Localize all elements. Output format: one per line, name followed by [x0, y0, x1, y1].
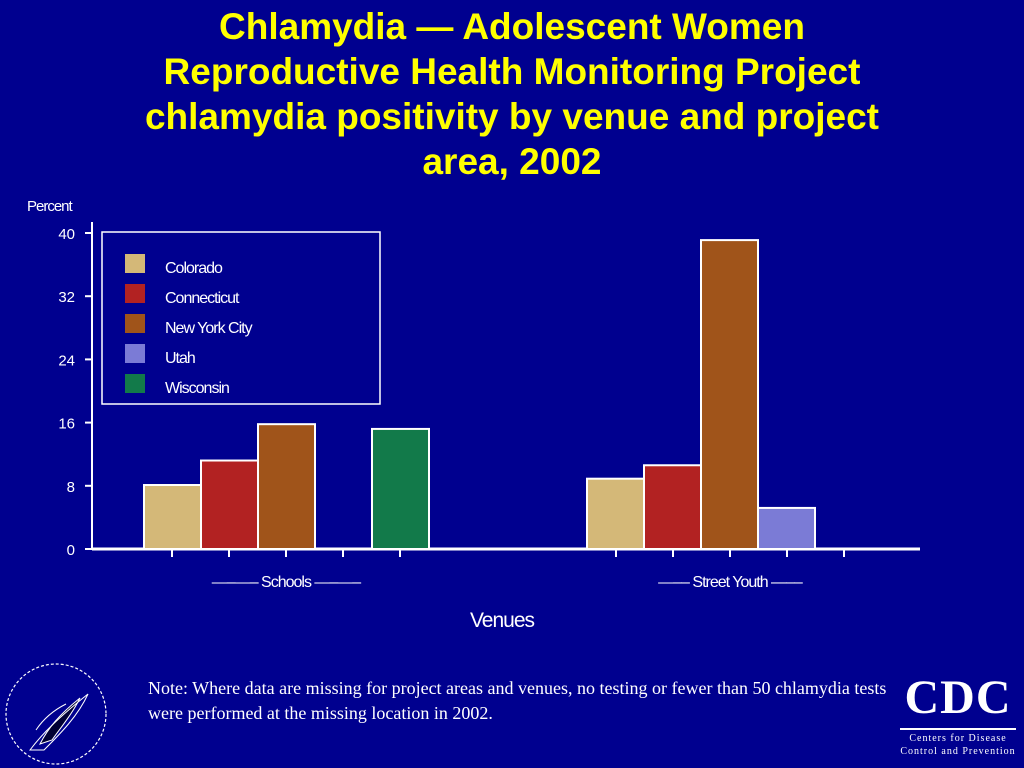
bar-wisconsin-schools — [371, 427, 430, 551]
bar-colorado-schools — [143, 484, 202, 551]
title-line-1: Chlamydia — Adolescent Women — [219, 6, 805, 47]
legend-label: Colorado — [165, 260, 223, 277]
title-line-3: chlamydia positivity by venue and projec… — [144, 96, 880, 137]
bar-connecticut-schools — [200, 459, 259, 550]
bar-new-york-city-schools — [257, 423, 316, 550]
legend-label: New York City — [165, 320, 253, 337]
y-tick-label: 0 — [67, 542, 75, 559]
legend-label: Wisconsin — [165, 380, 229, 397]
legend-box — [101, 231, 381, 405]
bar-connecticut-street-youth — [643, 464, 702, 551]
legend-swatch — [125, 284, 145, 303]
x-category-label: —–– Street Youth —–– — [658, 574, 803, 591]
chart-title: Chlamydia — Adolescent Women Reproductiv… — [0, 4, 1024, 184]
bar-colorado-street-youth — [586, 477, 645, 550]
x-axis-label: Venues — [470, 609, 535, 632]
y-tick-label: 8 — [67, 479, 75, 496]
cdc-logo-tagline-2: Control and Prevention — [900, 746, 1016, 757]
legend-swatch — [125, 374, 145, 393]
y-tick-label: 16 — [58, 416, 75, 433]
legend-swatch — [125, 314, 145, 333]
y-tick-label: 32 — [58, 289, 75, 306]
title-line-4: area, 2002 — [422, 141, 602, 182]
cdc-logo-rule — [900, 728, 1016, 730]
legend-swatch — [125, 344, 145, 363]
cdc-logo-tagline-1: Centers for Disease — [909, 733, 1007, 744]
bar-utah-street-youth — [757, 506, 816, 551]
footnote: Note: Where data are missing for project… — [148, 678, 887, 723]
title-line-2: Reproductive Health Monitoring Project — [163, 51, 861, 92]
cdc-logo: CDC Centers for Disease Control and Prev… — [896, 670, 1020, 762]
y-axis-label: Percent — [27, 198, 74, 215]
hhs-eagle-seal-icon — [5, 663, 107, 765]
y-tick-label: 24 — [58, 352, 75, 369]
legend-label: Connecticut — [165, 290, 240, 307]
y-tick-label: 40 — [58, 226, 75, 243]
x-category-label: —–—– Schools —–—– — [212, 574, 362, 591]
bar-chart: Percent 0 8 16 24 32 40 —–—– Schools —–—– —–– St… — [27, 198, 920, 632]
legend-swatch — [125, 254, 145, 273]
cdc-logo-text: CDC — [904, 671, 1012, 724]
bar-new-york-city-street-youth — [700, 239, 759, 551]
legend-label: Utah — [165, 350, 195, 367]
